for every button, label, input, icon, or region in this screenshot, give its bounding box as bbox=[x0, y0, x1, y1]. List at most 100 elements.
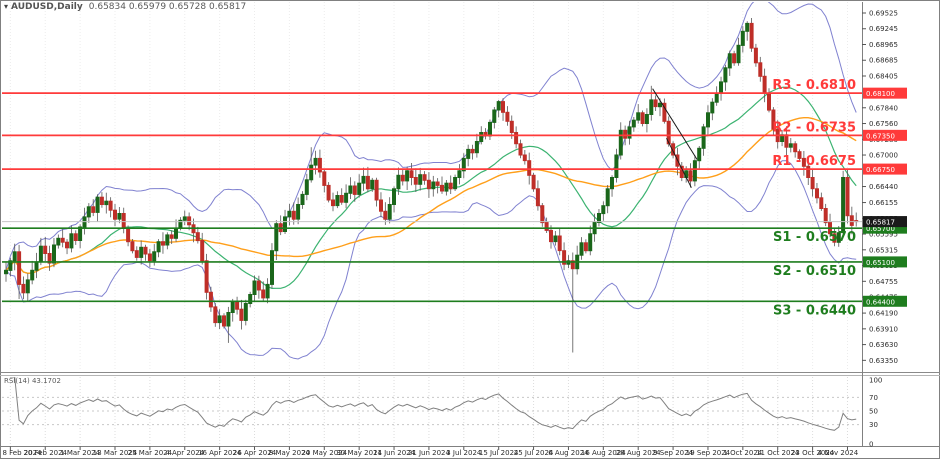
price-axis[interactable]: 0.69525 0.69245 0.68965 0.68685 0.68405 0.678… bbox=[862, 10, 907, 449]
date-tick-label: 25 Jul 2024 bbox=[514, 449, 554, 457]
candle-body bbox=[38, 245, 43, 263]
candle-body bbox=[287, 210, 292, 218]
date-tick-label: 3 Jul 2024 bbox=[446, 449, 482, 457]
candle-body bbox=[627, 126, 632, 139]
candle-body bbox=[727, 53, 732, 69]
candle-body bbox=[195, 232, 200, 242]
candle-body bbox=[758, 62, 763, 77]
candle-body bbox=[383, 210, 388, 220]
candle-body bbox=[588, 233, 593, 252]
bollinger-lower-band[interactable] bbox=[5, 160, 857, 360]
candle-body bbox=[413, 177, 418, 185]
collapse-arrow-icon[interactable]: ▾ bbox=[4, 2, 9, 11]
resistance-label-r2: R2 - 0.6735 bbox=[772, 120, 856, 135]
candle-body bbox=[422, 174, 427, 181]
candle-body bbox=[309, 164, 314, 181]
candle-body bbox=[25, 279, 30, 294]
rsi-scale-label: 70 bbox=[869, 394, 878, 402]
date-tick-label: 9 Sep 2024 bbox=[653, 449, 693, 457]
main-chart-pane[interactable]: R3 - 0.6810 R2 - 0.6735 R1 - 0.6675 S1 - 0.… bbox=[2, 0, 862, 371]
candle-body bbox=[810, 177, 815, 190]
bollinger-upper-band[interactable] bbox=[5, 0, 857, 271]
candle-body bbox=[34, 261, 39, 271]
support-label-s2: S2 - 0.6510 bbox=[773, 264, 856, 279]
candle-body bbox=[749, 22, 754, 49]
chart-title: ▾ AUDUSD,Daily 0.65834 0.65979 0.65728 0.6… bbox=[4, 2, 246, 12]
candle-body bbox=[200, 240, 205, 262]
trendline[interactable] bbox=[652, 88, 698, 160]
price-tick-label: 0.65595 bbox=[869, 231, 898, 239]
candle-body bbox=[396, 174, 401, 190]
resistance-price-box-label: 0.67350 bbox=[866, 132, 895, 140]
candle-body bbox=[147, 253, 152, 262]
candle-body bbox=[788, 143, 793, 148]
candle-body bbox=[771, 109, 776, 130]
candle-body bbox=[488, 121, 492, 137]
candle-body bbox=[91, 206, 96, 213]
candle-body bbox=[405, 170, 410, 182]
candle-body bbox=[361, 175, 366, 184]
date-tick-label: 20 Feb 2024 bbox=[23, 449, 67, 457]
candle-body bbox=[17, 251, 22, 285]
candle-body bbox=[108, 200, 113, 211]
date-tick-label: 11 Oct 2024 bbox=[756, 449, 800, 457]
date-tick-label: 23 Oct 2024 bbox=[791, 449, 835, 457]
price-tick-label: 0.64190 bbox=[869, 310, 898, 318]
rsi-line bbox=[10, 377, 857, 431]
candle-body bbox=[740, 30, 745, 46]
candle-body bbox=[134, 250, 139, 258]
price-tick-label: 0.68965 bbox=[869, 41, 898, 49]
date-tick-label: 8 May 2024 bbox=[269, 449, 311, 457]
candle-body bbox=[514, 132, 519, 145]
resistance-price-box bbox=[863, 163, 907, 175]
candle-body bbox=[139, 246, 144, 258]
candle-body bbox=[474, 141, 479, 154]
candle-body bbox=[636, 112, 641, 121]
candle-body bbox=[732, 53, 737, 64]
candle-body bbox=[448, 182, 453, 190]
rsi-scale-label: 50 bbox=[869, 408, 878, 416]
rsi-scale-label: 100 bbox=[869, 377, 882, 385]
price-tick-label: 0.68405 bbox=[869, 72, 898, 80]
candle-body bbox=[169, 234, 174, 239]
candle-body bbox=[540, 205, 545, 224]
resistance-price-box bbox=[863, 129, 907, 141]
rsi-pane[interactable] bbox=[2, 377, 862, 445]
support-price-box bbox=[863, 222, 907, 234]
candle-body bbox=[265, 283, 270, 299]
candle-body bbox=[570, 260, 575, 270]
candle-body bbox=[815, 188, 819, 199]
candle-body bbox=[583, 242, 588, 252]
date-tick-label: 16 Apr 2024 bbox=[198, 449, 242, 457]
candle-body bbox=[697, 147, 702, 162]
candle-body bbox=[56, 237, 61, 246]
candle-body bbox=[461, 157, 466, 172]
ohlc-readout: 0.65834 0.65979 0.65728 0.65817 bbox=[88, 2, 247, 12]
candle-body bbox=[723, 67, 728, 83]
ma-slow-line[interactable] bbox=[5, 117, 857, 275]
support-price-box-label: 0.64400 bbox=[866, 298, 895, 306]
resistance-price-box bbox=[863, 87, 907, 99]
candle-body bbox=[113, 209, 117, 220]
candle-body bbox=[453, 177, 458, 190]
candle-body bbox=[832, 233, 837, 243]
date-tick-label: 25 Mar 2024 bbox=[128, 449, 173, 457]
candle-body bbox=[849, 215, 854, 226]
candle-body bbox=[470, 148, 475, 154]
candle-body bbox=[117, 213, 122, 220]
candle-body bbox=[784, 134, 789, 148]
resistance-price-box-label: 0.68100 bbox=[866, 90, 895, 98]
ma-fast-line[interactable] bbox=[5, 86, 857, 290]
candle-body bbox=[331, 199, 335, 207]
candle-body bbox=[745, 22, 750, 32]
candle-body bbox=[392, 188, 396, 206]
price-tick-label: 0.63350 bbox=[869, 357, 898, 365]
candle-body bbox=[644, 114, 649, 124]
candle-body bbox=[841, 177, 846, 234]
candle-body bbox=[801, 157, 806, 167]
candle-body bbox=[283, 216, 287, 232]
candle-body bbox=[30, 269, 35, 281]
trendline[interactable] bbox=[666, 137, 692, 188]
